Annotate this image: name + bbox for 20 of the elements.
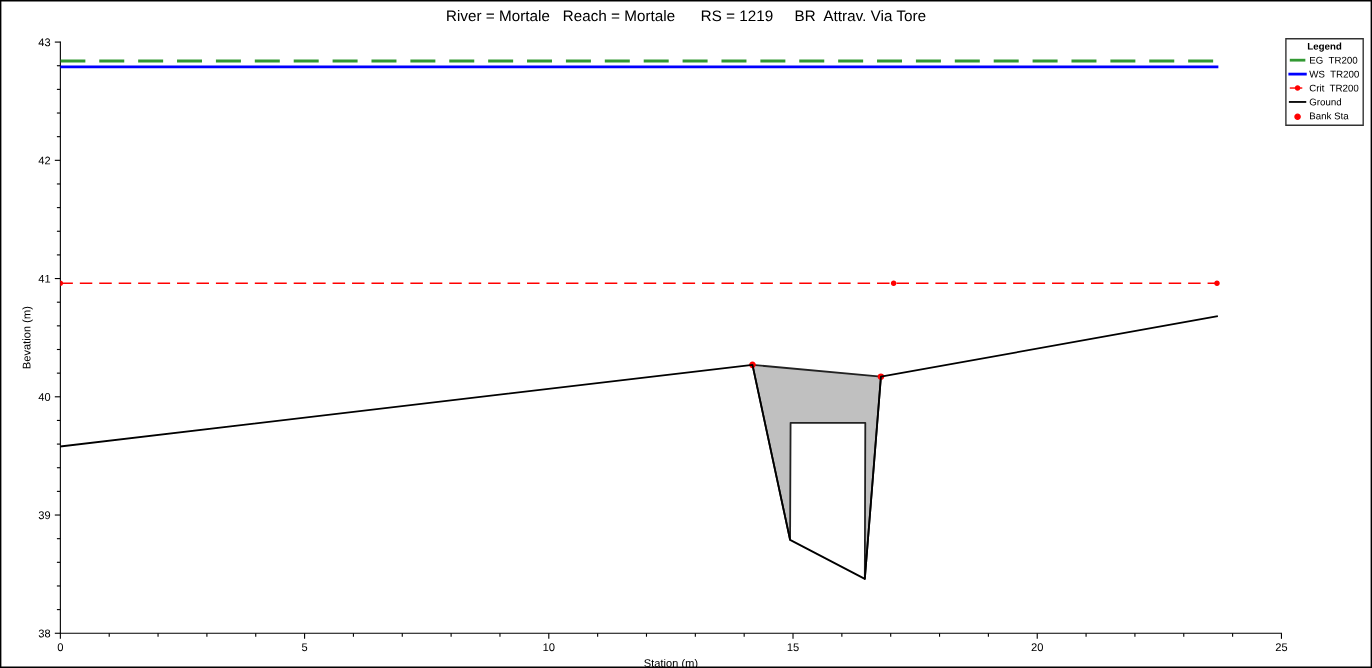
y-axis-title: Bevation (m): [22, 306, 33, 369]
y-tick-label: 41: [38, 274, 51, 283]
chart-title: River = Mortale Reach = Mortale RS = 1219 BR Attrav. Via Tore: [447, 10, 926, 22]
x-tick-label: 5: [301, 643, 308, 652]
y-tick-label: 40: [38, 393, 51, 401]
y-tick-label: 43: [38, 38, 51, 47]
legend-title: Legend: [1307, 42, 1342, 52]
y-tick-label: 42: [38, 156, 51, 165]
x-tick-label: 0: [57, 643, 64, 652]
x-tick-label: 25: [1275, 643, 1288, 652]
legend-label: Bank Sta: [1310, 112, 1349, 120]
legend-label: WS TR200: [1309, 70, 1359, 78]
x-tick-label: 15: [787, 643, 799, 652]
y-tick-label: 38: [38, 629, 51, 638]
y-tick-label: 39: [38, 511, 51, 520]
x-tick-label: 20: [1031, 643, 1043, 652]
x-tick-label: 10: [543, 643, 555, 652]
legend-label: Crit TR200: [1309, 84, 1359, 92]
legend-label: Ground: [1309, 98, 1342, 106]
legend-label: EG TR200: [1310, 56, 1358, 64]
